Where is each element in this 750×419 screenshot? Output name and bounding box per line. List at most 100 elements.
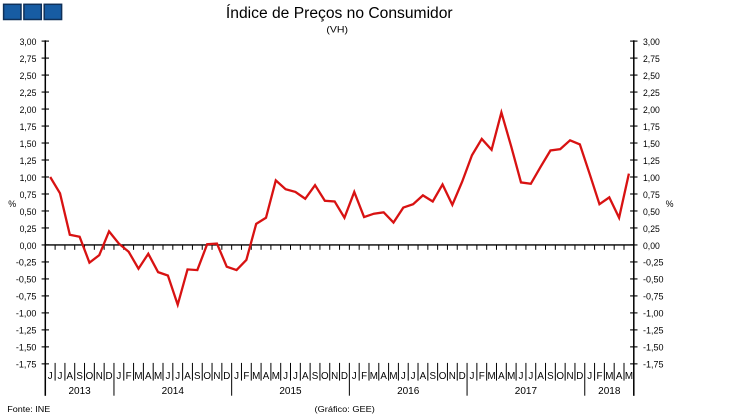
svg-text:1,75: 1,75 xyxy=(643,122,660,132)
svg-text:-1,00: -1,00 xyxy=(16,309,37,319)
svg-text:2018: 2018 xyxy=(598,386,621,397)
svg-text:J: J xyxy=(411,371,416,382)
svg-text:A: A xyxy=(67,371,74,382)
svg-text:N: N xyxy=(567,371,574,382)
svg-text:M: M xyxy=(252,371,260,382)
svg-text:M: M xyxy=(154,371,162,382)
svg-text:J: J xyxy=(48,371,53,382)
svg-text:-1,00: -1,00 xyxy=(643,309,664,319)
svg-text:1,25: 1,25 xyxy=(643,156,660,166)
svg-text:M: M xyxy=(134,371,142,382)
svg-text:2,00: 2,00 xyxy=(643,105,660,115)
svg-text:D: D xyxy=(341,371,348,382)
svg-text:D: D xyxy=(223,371,230,382)
svg-text:0,50: 0,50 xyxy=(643,207,660,217)
svg-text:1,50: 1,50 xyxy=(20,139,37,149)
svg-text:O: O xyxy=(321,371,329,382)
svg-text:0,50: 0,50 xyxy=(20,207,37,217)
svg-text:J: J xyxy=(116,371,121,382)
svg-text:N: N xyxy=(331,371,338,382)
svg-text:3,00: 3,00 xyxy=(20,37,37,47)
svg-text:Índice de Preços no Consumidor: Índice de Preços no Consumidor xyxy=(226,5,453,22)
svg-text:-0,50: -0,50 xyxy=(643,275,664,285)
svg-text:J: J xyxy=(283,371,288,382)
svg-text:F: F xyxy=(243,371,249,382)
svg-text:S: S xyxy=(76,371,83,382)
svg-text:M: M xyxy=(272,371,280,382)
svg-text:2017: 2017 xyxy=(515,386,538,397)
svg-text:3,00: 3,00 xyxy=(643,37,660,47)
svg-text:-0,75: -0,75 xyxy=(643,292,664,302)
svg-text:-0,25: -0,25 xyxy=(16,258,37,268)
svg-text:-1,75: -1,75 xyxy=(16,360,37,370)
svg-text:O: O xyxy=(203,371,211,382)
svg-text:J: J xyxy=(175,371,180,382)
svg-text:2015: 2015 xyxy=(279,386,302,397)
svg-text:S: S xyxy=(194,371,201,382)
svg-text:D: D xyxy=(106,371,113,382)
svg-text:D: D xyxy=(459,371,466,382)
svg-text:-1,25: -1,25 xyxy=(16,326,37,336)
svg-text:J: J xyxy=(293,371,298,382)
svg-text:1,00: 1,00 xyxy=(643,173,660,183)
svg-text:S: S xyxy=(429,371,436,382)
svg-text:J: J xyxy=(165,371,170,382)
svg-text:O: O xyxy=(556,371,564,382)
svg-text:A: A xyxy=(145,371,152,382)
svg-text:2,75: 2,75 xyxy=(643,54,660,64)
svg-text:N: N xyxy=(213,371,220,382)
svg-text:J: J xyxy=(352,371,357,382)
svg-text:J: J xyxy=(401,371,406,382)
svg-text:0,75: 0,75 xyxy=(643,190,660,200)
svg-text:M: M xyxy=(507,371,515,382)
svg-text:F: F xyxy=(596,371,602,382)
svg-text:A: A xyxy=(380,371,387,382)
svg-text:1,50: 1,50 xyxy=(643,139,660,149)
svg-text:J: J xyxy=(470,371,475,382)
svg-text:A: A xyxy=(420,371,427,382)
svg-text:0,00: 0,00 xyxy=(20,241,37,251)
svg-text:D: D xyxy=(576,371,583,382)
svg-text:A: A xyxy=(263,371,270,382)
svg-text:N: N xyxy=(449,371,456,382)
svg-text:2013: 2013 xyxy=(68,386,91,397)
svg-text:0,00: 0,00 xyxy=(643,241,660,251)
svg-text:S: S xyxy=(547,371,554,382)
svg-text:1,75: 1,75 xyxy=(20,122,37,132)
svg-text:-1,50: -1,50 xyxy=(643,343,664,353)
svg-text:2,50: 2,50 xyxy=(20,71,37,81)
svg-text:1,25: 1,25 xyxy=(20,156,37,166)
svg-text:J: J xyxy=(519,371,524,382)
svg-text:A: A xyxy=(537,371,544,382)
svg-text:J: J xyxy=(528,371,533,382)
svg-text:J: J xyxy=(58,371,63,382)
svg-text:M: M xyxy=(370,371,378,382)
svg-text:J: J xyxy=(234,371,239,382)
svg-text:2016: 2016 xyxy=(397,386,420,397)
svg-text:1,00: 1,00 xyxy=(20,173,37,183)
svg-text:-0,50: -0,50 xyxy=(16,275,37,285)
svg-text:A: A xyxy=(616,371,623,382)
svg-text:F: F xyxy=(126,371,132,382)
svg-text:2,25: 2,25 xyxy=(20,88,37,98)
svg-text:2,25: 2,25 xyxy=(643,88,660,98)
svg-text:A: A xyxy=(498,371,505,382)
svg-text:A: A xyxy=(184,371,191,382)
svg-text:(Gráfico: GEE): (Gráfico: GEE) xyxy=(315,404,375,414)
svg-text:0,75: 0,75 xyxy=(20,190,37,200)
svg-text:2,00: 2,00 xyxy=(20,105,37,115)
svg-text:J: J xyxy=(587,371,592,382)
svg-text:-1,25: -1,25 xyxy=(643,326,664,336)
svg-text:F: F xyxy=(361,371,367,382)
svg-text:M: M xyxy=(389,371,397,382)
svg-text:S: S xyxy=(312,371,319,382)
svg-text:-1,75: -1,75 xyxy=(643,360,664,370)
svg-text:A: A xyxy=(302,371,309,382)
svg-text:M: M xyxy=(605,371,613,382)
svg-text:N: N xyxy=(96,371,103,382)
svg-text:%: % xyxy=(666,199,674,209)
svg-text:-0,25: -0,25 xyxy=(643,258,664,268)
svg-text:M: M xyxy=(487,371,495,382)
svg-text:2014: 2014 xyxy=(162,386,185,397)
svg-text:%: % xyxy=(8,199,16,209)
